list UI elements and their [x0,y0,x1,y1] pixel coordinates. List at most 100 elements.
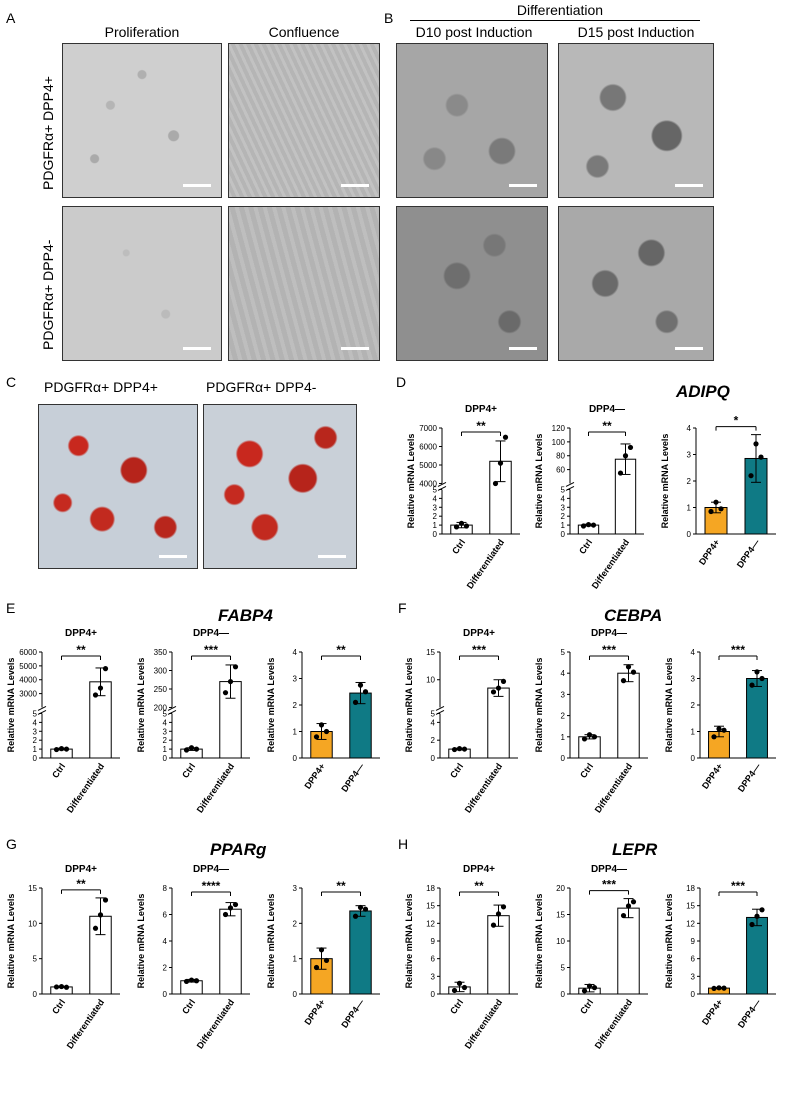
y-tick-label: 3 [293,884,298,893]
data-point [183,747,190,753]
data-point [753,441,759,447]
bar-dpp4 [746,916,768,995]
y-axis-label: Relative mRNA Levels [266,658,276,753]
y-tick-label: 15 [28,884,37,893]
y-tick-label: 5 [561,648,566,657]
chart-lepr-dpp4pos: 0 3 6 9 12 15 18 DPP4+ Relative mRNA Levels CtrlD… [404,864,518,1051]
y-tick-label: 5 [163,709,168,718]
data-point [721,985,727,991]
chart-adipq-comparison: 0 1 2 3 4 Relative mRNA Levels DPP4+ DPP4— * [660,414,776,570]
data-point [58,746,65,752]
column-title-proliferation: Proliferation [104,24,180,40]
micrograph-proliferation-dpp4neg [62,206,222,361]
y-tick-label: 4 [687,424,692,433]
data-point [63,984,70,990]
data-point [97,912,104,918]
chart-fabp4-comparison: 0 1 2 3 4 Relative mRNA Levels DPP4+ DPP4— ** [266,643,380,794]
data-point [754,669,760,675]
data-point [227,678,234,685]
panel-letter-b: B [384,10,394,26]
y-tick-label: 2 [691,701,696,710]
y-tick-label: 0 [163,754,168,763]
data-point [586,732,593,738]
data-point [357,682,364,688]
gene-title-lepr: LEPR [612,840,658,859]
y-tick-label: 3000 [19,690,37,699]
data-point [323,957,330,964]
significance-stars: *** [731,879,745,893]
x-tick-label: Ctrl [180,997,197,1015]
y-tick-label: 3 [293,675,298,684]
y-tick-label: 0 [561,530,566,539]
y-tick-label: 5 [433,485,438,494]
data-point [620,912,627,919]
y-tick-label: 3 [163,727,168,736]
y-tick-label: 1 [293,955,298,964]
data-point [451,987,458,994]
data-point [580,523,587,529]
x-tick-label: Differentiated [65,761,106,814]
column-title-differentiation: Differentiation [516,2,604,18]
chart-pparg-dpp4neg: 0 2 4 6 8 DPP4— Relative mRNA Levels CtrlDiffer… [136,864,250,1051]
data-point [711,734,717,740]
data-point [490,922,497,928]
x-tick-label: DPP4+ [697,537,722,566]
data-point [716,985,722,991]
data-point [495,685,502,691]
panel-letter-e: E [6,600,16,616]
column-title-d15: D15 post Induction [577,24,695,40]
y-tick-label: 0 [33,754,38,763]
y-tick-label: 4 [163,937,168,946]
y-axis-label: Relative mRNA Levels [6,894,16,989]
x-tick-label: DPP4— [735,537,762,569]
data-point [748,473,754,479]
y-tick-label: 5000 [19,662,37,671]
x-tick-label: Ctrl [577,537,594,555]
y-tick-label: 5 [561,485,566,494]
significance-stars: ** [474,879,484,893]
y-tick-label: 0 [433,530,438,539]
y-tick-label: 4 [163,718,168,727]
chart-title: DPP4— [193,864,229,875]
row-label-dpp4-negative: PDGFRα+ DPP4- [40,239,56,350]
y-tick-label: 0 [561,754,566,763]
x-tick-label: Ctrl [180,761,197,779]
y-tick-label: 3 [561,503,566,512]
data-point [232,901,239,908]
significance-stars: *** [602,878,616,892]
x-tick-label: Ctrl [578,761,595,779]
x-tick-label: DPP4+ [700,997,725,1026]
y-tick-label: 9 [431,937,436,946]
data-point [352,913,359,919]
x-tick-label: Differentiated [195,997,236,1050]
y-tick-label: 4 [433,494,438,503]
significance-stars: *** [602,643,616,657]
data-point [188,745,195,751]
x-tick-label: Differentiated [463,997,504,1050]
y-tick-label: 4 [561,494,566,503]
data-point [622,453,629,459]
data-point [362,689,369,695]
significance-stars: ** [476,419,486,433]
y-tick-label: 20 [556,884,565,893]
gene-title-adipq: ADIPQ [676,382,730,401]
y-axis-label: Relative mRNA Levels [136,658,146,753]
data-point [581,736,588,742]
y-tick-label: 1 [561,733,566,742]
y-axis-label: Relative mRNA Levels [406,434,416,529]
column-title-d10: D10 post Induction [415,24,533,40]
x-tick-label: Differentiated [593,761,634,814]
bar-dpp4 [349,910,372,995]
y-tick-label: 12 [426,919,435,928]
x-tick-label: DPP4— [339,997,366,1029]
y-tick-label: 2 [561,512,566,521]
chart-title: DPP4— [589,404,625,415]
data-point [362,906,369,912]
differentiation-bracket [410,20,700,21]
y-axis-label: Relative mRNA Levels [266,894,276,989]
data-point [500,678,507,685]
data-point [222,690,229,696]
chart-title: DPP4— [193,628,229,639]
y-axis-label: Relative mRNA Levels [534,658,544,753]
